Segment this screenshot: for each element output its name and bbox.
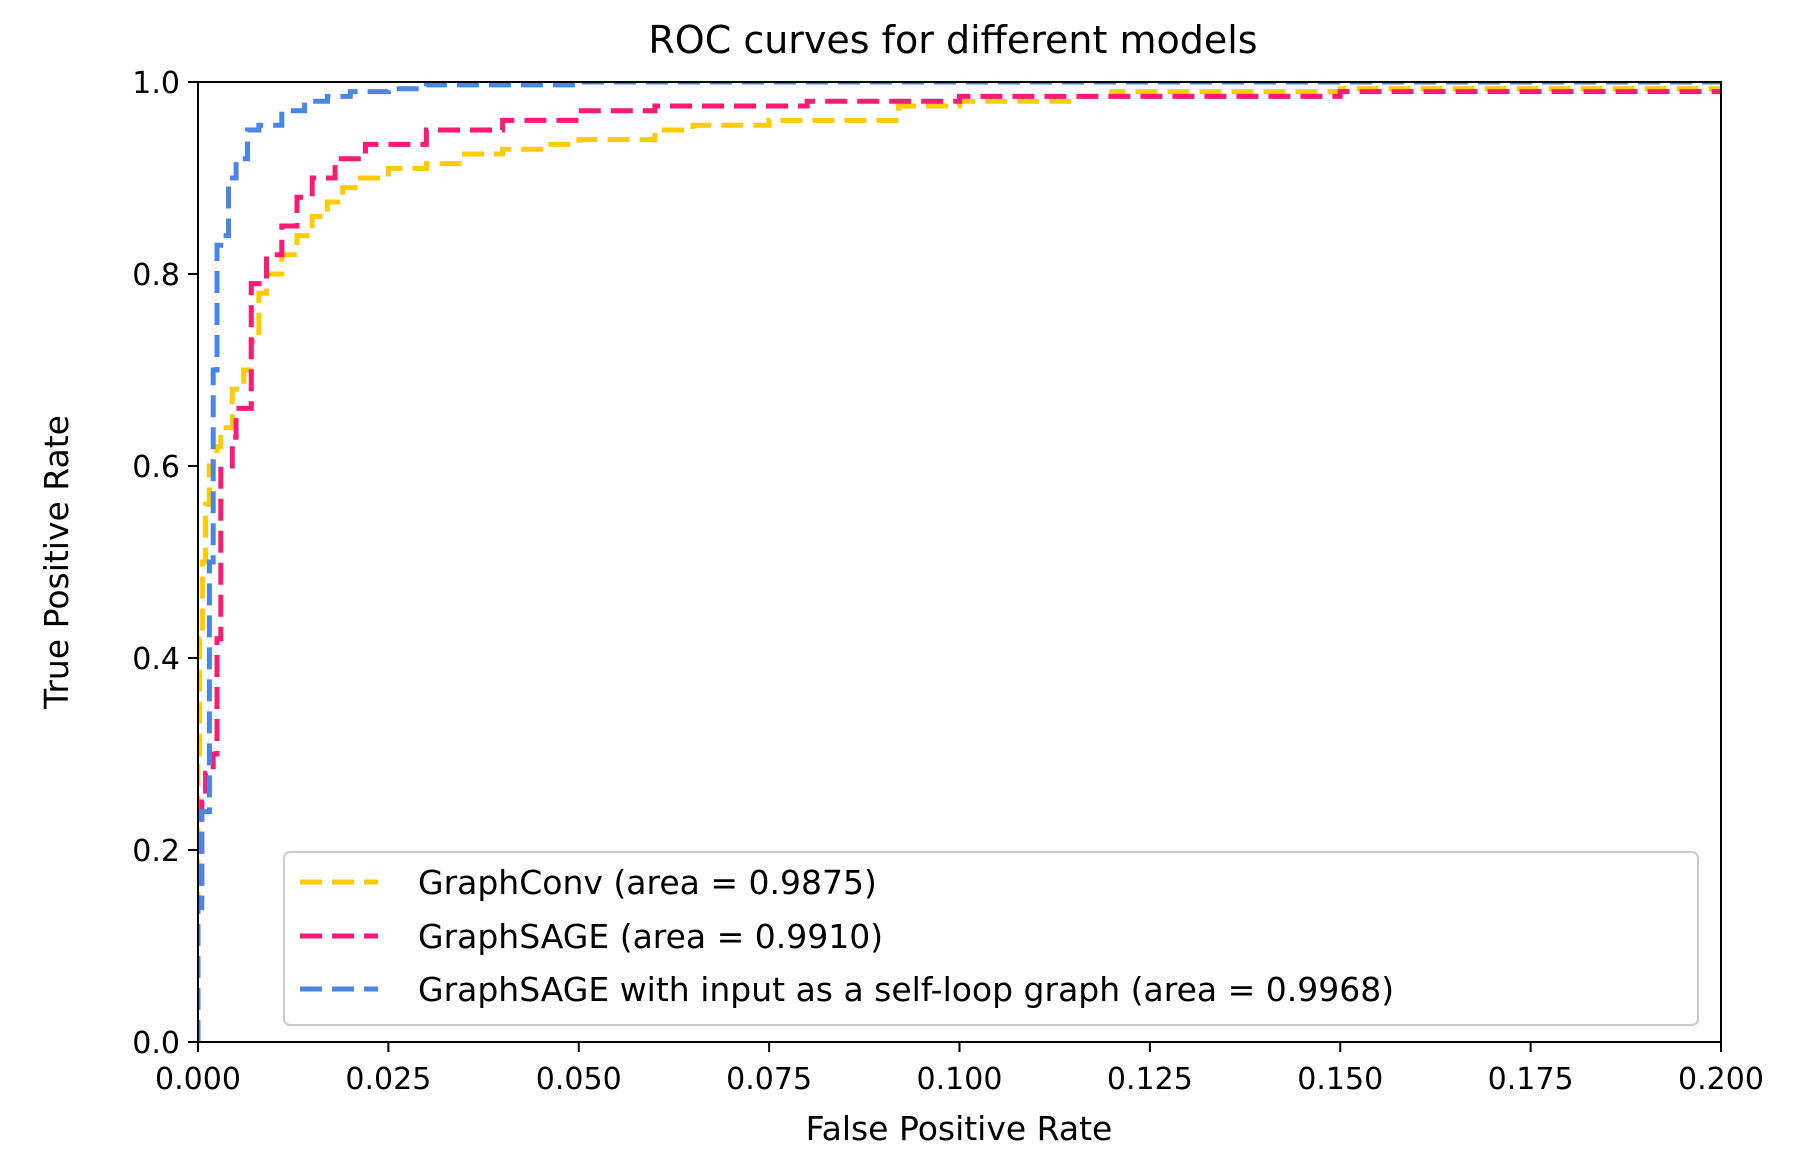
x-tick-label: 0.075	[726, 1062, 812, 1097]
x-axis-label: False Positive Rate	[806, 1109, 1113, 1148]
x-tick-label: 0.200	[1678, 1062, 1764, 1097]
x-tick-label: 0.025	[345, 1062, 431, 1097]
series-line-0	[198, 86, 1721, 1042]
x-tick-label: 0.150	[1297, 1062, 1383, 1097]
x-tick-label: 0.175	[1488, 1062, 1574, 1097]
chart-title: ROC curves for different models	[648, 18, 1257, 62]
y-tick-label: 0.4	[132, 642, 180, 677]
y-tick-label: 0.6	[132, 450, 180, 485]
legend-label-0: GraphConv (area = 0.9875)	[418, 863, 877, 902]
legend-box	[283, 851, 1699, 1026]
x-tick-label: 0.125	[1107, 1062, 1193, 1097]
x-tick-label: 0.000	[155, 1062, 241, 1097]
y-tick-label: 0.2	[132, 834, 180, 869]
legend-label-2: GraphSAGE with input as a self-loop grap…	[418, 970, 1394, 1009]
y-axis-label: True Positive Rate	[37, 415, 76, 710]
y-tick-label: 1.0	[132, 66, 180, 101]
x-tick-label: 0.050	[536, 1062, 622, 1097]
y-tick-label: 0.8	[132, 258, 180, 293]
y-tick-label: 0.0	[132, 1026, 180, 1061]
x-tick-label: 0.100	[917, 1062, 1003, 1097]
series-line-2	[198, 82, 1721, 1042]
legend-label-1: GraphSAGE (area = 0.9910)	[418, 917, 883, 956]
series-line-1	[198, 89, 1721, 1042]
legend: GraphConv (area = 0.9875) GraphSAGE (area…	[283, 851, 1699, 1026]
